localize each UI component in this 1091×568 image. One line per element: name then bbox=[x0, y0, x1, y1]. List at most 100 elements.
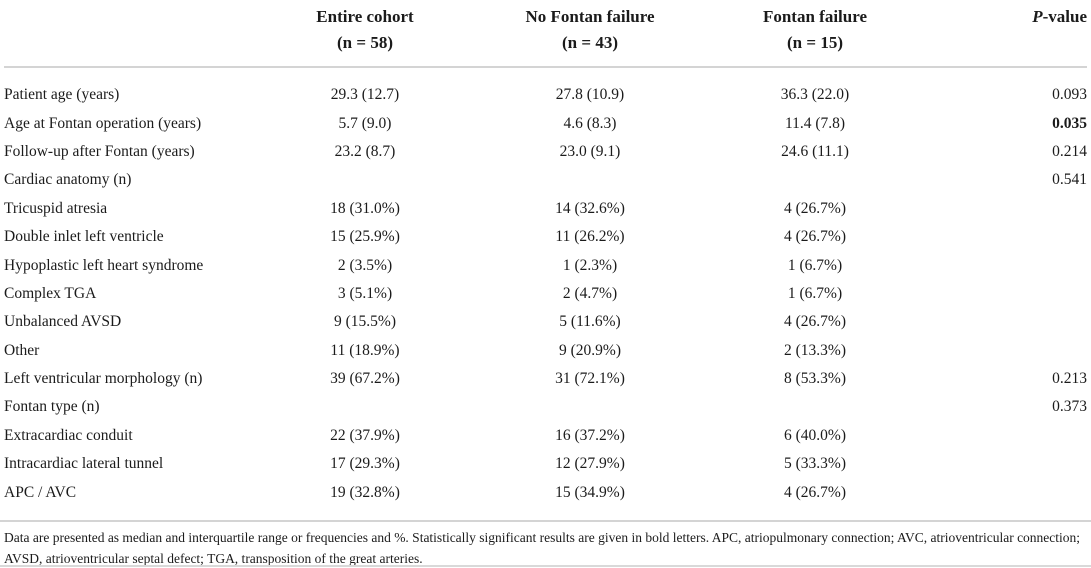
cell-fontan-failure: 4 (26.7%) bbox=[784, 228, 846, 246]
header-empty bbox=[4, 0, 280, 67]
cell-p-value: 0.213 bbox=[1052, 370, 1087, 388]
cell-fontan-failure: 8 (53.3%) bbox=[784, 370, 846, 388]
cell-fontan-failure: 4 (26.7%) bbox=[784, 313, 846, 331]
cell-entire-cohort: 23.2 (8.7) bbox=[334, 142, 396, 160]
table-row: Other 11 (18.9%) 9 (20.9%) 2 (13.3%) bbox=[4, 337, 1087, 365]
cell-p-value bbox=[900, 308, 1087, 336]
cell-entire-cohort: 5.7 (9.0) bbox=[338, 114, 392, 132]
bottom-divider bbox=[0, 565, 1091, 567]
row-label: Other bbox=[4, 341, 40, 359]
cell-fontan-failure: 11.4 (7.8) bbox=[784, 114, 846, 132]
cell-no-fontan-failure: 4.6 (8.3) bbox=[563, 114, 617, 132]
cell-p-value: 0.093 bbox=[1052, 86, 1087, 104]
table-row: Intracardiac lateral tunnel 17 (29.3%) 1… bbox=[4, 450, 1087, 478]
table-row: Unbalanced AVSD 9 (15.5%) 5 (11.6%) 4 (2… bbox=[4, 308, 1087, 336]
table-header-row: Entire cohort (n = 58) No Fontan failure… bbox=[4, 0, 1087, 67]
cell-p-value: 0.214 bbox=[1052, 142, 1087, 160]
cell-entire-cohort: 9 (15.5%) bbox=[334, 313, 396, 331]
header-entire-cohort: Entire cohort (n = 58) bbox=[280, 0, 450, 67]
cell-p-value: 0.373 bbox=[1052, 398, 1087, 416]
table-row: Extracardiac conduit 22 (37.9%) 16 (37.2… bbox=[4, 422, 1087, 450]
cell-no-fontan-failure: 27.8 (10.9) bbox=[555, 86, 625, 104]
cell-p-value bbox=[900, 422, 1087, 450]
cell-entire-cohort: 15 (25.9%) bbox=[330, 228, 400, 246]
cell-entire-cohort bbox=[280, 166, 450, 194]
cell-fontan-failure: 24.6 (11.1) bbox=[781, 142, 849, 160]
row-label: Intracardiac lateral tunnel bbox=[4, 455, 164, 473]
cell-no-fontan-failure: 1 (2.3%) bbox=[562, 256, 618, 274]
cell-no-fontan-failure: 5 (11.6%) bbox=[559, 313, 621, 331]
cell-fontan-failure: 1 (6.7%) bbox=[787, 256, 843, 274]
row-label: Cardiac anatomy (n) bbox=[4, 171, 132, 189]
row-label: Double inlet left ventricle bbox=[4, 228, 164, 246]
cell-no-fontan-failure: 16 (37.2%) bbox=[555, 426, 625, 444]
cell-fontan-failure: 4 (26.7%) bbox=[784, 199, 846, 217]
row-label: Extracardiac conduit bbox=[4, 426, 133, 444]
table-row: Patient age (years) 29.3 (12.7) 27.8 (10… bbox=[4, 67, 1087, 109]
table-row: Tricuspid atresia 18 (31.0%) 14 (32.6%) … bbox=[4, 195, 1087, 223]
cell-entire-cohort bbox=[280, 393, 450, 421]
cell-no-fontan-failure: 14 (32.6%) bbox=[555, 199, 625, 217]
cell-p-value bbox=[900, 478, 1087, 506]
cell-fontan-failure: 2 (13.3%) bbox=[784, 341, 846, 359]
cell-entire-cohort: 2 (3.5%) bbox=[337, 256, 393, 274]
table-footnote: Data are presented as median and interqu… bbox=[4, 529, 1081, 566]
table-row: Complex TGA 3 (5.1%) 2 (4.7%) 1 (6.7%) bbox=[4, 280, 1087, 308]
cell-no-fontan-failure: 31 (72.1%) bbox=[555, 370, 625, 388]
row-label: Follow-up after Fontan (years) bbox=[4, 142, 195, 160]
cell-p-value bbox=[900, 280, 1087, 308]
cell-no-fontan-failure: 2 (4.7%) bbox=[562, 284, 618, 302]
cell-entire-cohort: 22 (37.9%) bbox=[330, 426, 400, 444]
row-label: Left ventricular morphology (n) bbox=[4, 370, 203, 388]
header-fontan-failure-n: (n = 15) bbox=[787, 33, 843, 52]
cell-p-value bbox=[900, 450, 1087, 478]
cell-fontan-failure: 36.3 (22.0) bbox=[780, 86, 850, 104]
header-no-fontan-failure: No Fontan failure (n = 43) bbox=[450, 0, 730, 67]
cell-entire-cohort: 17 (29.3%) bbox=[330, 455, 400, 473]
table-row: Left ventricular morphology (n) 39 (67.2… bbox=[4, 365, 1087, 393]
table-row: APC / AVC 19 (32.8%) 15 (34.9%) 4 (26.7%… bbox=[4, 478, 1087, 506]
header-no-fontan-failure-title: No Fontan failure bbox=[525, 7, 655, 26]
row-label: Patient age (years) bbox=[4, 86, 120, 104]
cell-fontan-failure: 1 (6.7%) bbox=[787, 284, 843, 302]
cell-no-fontan-failure: 12 (27.9%) bbox=[555, 455, 625, 473]
cell-no-fontan-failure bbox=[450, 393, 730, 421]
cell-p-value: 0.541 bbox=[1052, 171, 1087, 189]
row-label: Complex TGA bbox=[4, 284, 97, 302]
row-label: Hypoplastic left heart syndrome bbox=[4, 256, 204, 274]
header-entire-cohort-title: Entire cohort bbox=[316, 7, 414, 26]
cell-fontan-failure: 6 (40.0%) bbox=[784, 426, 846, 444]
header-entire-cohort-n: (n = 58) bbox=[337, 33, 393, 52]
table-row: Follow-up after Fontan (years) 23.2 (8.7… bbox=[4, 138, 1087, 166]
cell-no-fontan-failure bbox=[450, 166, 730, 194]
cell-p-value bbox=[900, 337, 1087, 365]
cell-entire-cohort: 18 (31.0%) bbox=[330, 199, 400, 217]
row-label: Fontan type (n) bbox=[4, 398, 100, 416]
cell-p-value bbox=[900, 223, 1087, 251]
header-fontan-failure: Fontan failure (n = 15) bbox=[730, 0, 900, 67]
cell-entire-cohort: 3 (5.1%) bbox=[337, 284, 393, 302]
header-fontan-failure-title: Fontan failure bbox=[762, 7, 868, 26]
footnote-divider bbox=[0, 519, 1091, 522]
row-label: Age at Fontan operation (years) bbox=[4, 114, 202, 132]
cell-no-fontan-failure: 11 (26.2%) bbox=[555, 228, 625, 246]
header-no-fontan-failure-n: (n = 43) bbox=[562, 33, 618, 52]
cell-entire-cohort: 19 (32.8%) bbox=[330, 483, 400, 501]
cell-fontan-failure: 5 (33.3%) bbox=[784, 455, 846, 473]
cell-entire-cohort: 39 (67.2%) bbox=[330, 370, 400, 388]
cell-entire-cohort: 11 (18.9%) bbox=[330, 341, 400, 359]
row-label: Unbalanced AVSD bbox=[4, 313, 122, 331]
cell-no-fontan-failure: 23.0 (9.1) bbox=[559, 142, 621, 160]
cell-fontan-failure bbox=[730, 166, 900, 194]
cell-p-value bbox=[900, 251, 1087, 279]
cell-no-fontan-failure: 9 (20.9%) bbox=[559, 341, 621, 359]
table-row: Fontan type (n) 0.373 bbox=[4, 393, 1087, 421]
header-p-value: P-value bbox=[1032, 7, 1087, 26]
cell-no-fontan-failure: 15 (34.9%) bbox=[555, 483, 625, 501]
cell-entire-cohort: 29.3 (12.7) bbox=[330, 86, 400, 104]
cell-p-value-significant: 0.035 bbox=[1052, 114, 1087, 132]
table-row: Cardiac anatomy (n) 0.541 bbox=[4, 166, 1087, 194]
cell-fontan-failure bbox=[730, 393, 900, 421]
row-label: Tricuspid atresia bbox=[4, 199, 108, 217]
